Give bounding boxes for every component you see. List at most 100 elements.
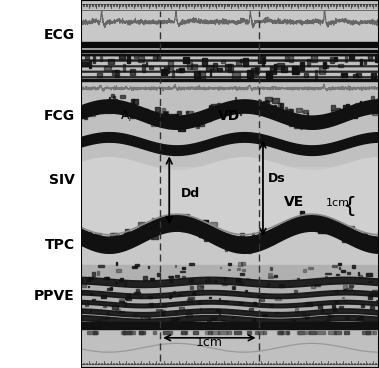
Bar	[225, 64, 231, 70]
Bar	[112, 243, 116, 247]
Bar	[254, 302, 256, 305]
Bar	[147, 266, 149, 268]
Bar	[309, 216, 312, 219]
Bar	[377, 98, 379, 103]
Bar	[362, 331, 370, 334]
Bar	[287, 109, 293, 112]
Bar	[162, 108, 164, 113]
Bar	[88, 277, 93, 279]
Bar	[335, 301, 338, 303]
Bar	[214, 322, 219, 325]
Bar	[241, 262, 245, 265]
Bar	[263, 101, 269, 104]
Bar	[157, 55, 160, 59]
Bar	[274, 105, 276, 108]
Bar	[258, 230, 262, 234]
Bar	[296, 67, 299, 74]
Bar	[236, 279, 240, 282]
Bar	[120, 279, 123, 282]
Bar	[323, 217, 327, 221]
Bar	[312, 117, 318, 123]
Bar	[136, 231, 138, 236]
Bar	[373, 331, 376, 334]
Bar	[247, 251, 251, 253]
Bar	[175, 275, 179, 277]
Bar	[366, 244, 374, 245]
Bar	[81, 79, 379, 81]
Text: {: {	[342, 196, 356, 216]
Bar	[85, 303, 88, 306]
Bar	[339, 267, 340, 269]
Bar	[161, 313, 164, 315]
Bar	[135, 114, 140, 116]
Bar	[326, 276, 327, 277]
Bar	[345, 316, 349, 319]
Bar	[115, 282, 117, 283]
Bar	[151, 124, 157, 125]
Bar	[253, 319, 255, 321]
Bar	[164, 67, 169, 73]
Bar	[211, 331, 219, 334]
Bar	[262, 314, 267, 316]
Bar	[224, 301, 228, 302]
Bar	[343, 331, 349, 334]
Bar	[144, 109, 147, 114]
Bar	[270, 66, 276, 74]
Bar	[168, 321, 172, 322]
Bar	[88, 286, 89, 287]
Bar	[285, 115, 288, 119]
Bar	[110, 287, 112, 290]
Bar	[108, 239, 116, 243]
Bar	[213, 63, 217, 70]
Bar	[218, 232, 219, 236]
Bar	[240, 233, 244, 237]
Bar	[192, 124, 197, 127]
Bar	[134, 238, 136, 241]
Bar	[265, 97, 273, 101]
Bar	[119, 54, 125, 59]
Bar	[357, 272, 359, 275]
Bar	[163, 331, 172, 334]
Bar	[163, 331, 169, 334]
Bar	[169, 294, 172, 296]
Bar	[343, 297, 344, 298]
Bar	[258, 56, 265, 63]
Bar	[364, 238, 365, 243]
Bar	[304, 73, 309, 77]
Text: 1cm: 1cm	[326, 198, 349, 208]
Bar	[311, 55, 317, 62]
Bar	[371, 293, 377, 296]
Text: VD: VD	[218, 109, 241, 123]
Bar	[130, 331, 135, 334]
Bar	[179, 68, 184, 72]
Bar	[300, 126, 302, 129]
Bar	[81, 50, 379, 52]
Bar	[263, 331, 266, 334]
Bar	[186, 311, 191, 312]
Bar	[173, 121, 180, 126]
Bar	[167, 123, 173, 128]
Bar	[177, 294, 180, 296]
Bar	[360, 101, 361, 103]
Bar	[191, 292, 195, 296]
Bar	[278, 103, 280, 106]
Bar	[167, 122, 170, 123]
Bar	[153, 56, 157, 60]
Bar	[305, 121, 307, 125]
Bar	[300, 225, 307, 227]
Bar	[133, 236, 140, 238]
Bar	[169, 114, 174, 116]
Bar	[311, 285, 315, 288]
Bar	[189, 263, 194, 265]
Bar	[373, 103, 374, 106]
Bar	[150, 278, 154, 280]
Bar	[191, 231, 196, 233]
Bar	[88, 244, 94, 245]
Bar	[341, 227, 343, 229]
Bar	[307, 59, 310, 66]
Bar	[371, 73, 376, 78]
Bar	[143, 276, 147, 280]
Bar	[378, 103, 379, 106]
Bar	[173, 318, 178, 319]
Bar	[126, 297, 132, 300]
